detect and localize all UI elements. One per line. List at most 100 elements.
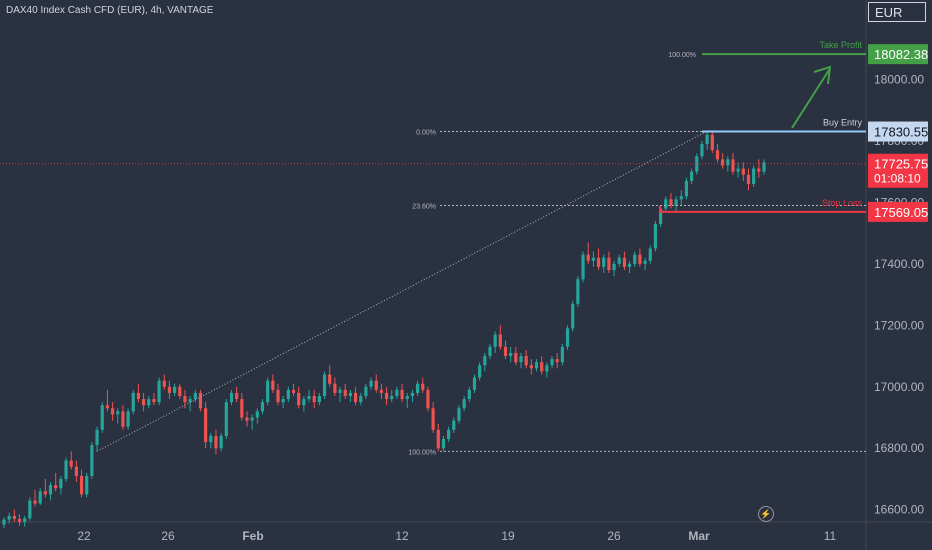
candle-body [658, 208, 663, 224]
candle-body [560, 346, 564, 363]
candle-body [700, 144, 704, 157]
candle-body [229, 392, 234, 403]
candle-body [627, 263, 632, 267]
candle-body [741, 168, 745, 175]
candle-body [757, 168, 761, 172]
candle-body [483, 356, 487, 366]
candle-body [421, 383, 425, 390]
candle-body [586, 254, 590, 261]
candle-body [726, 159, 730, 166]
chart-title: DAX40 Index Cash CFD (EUR), 4h, VANTAGE [6, 5, 214, 16]
candle-body [322, 374, 327, 396]
y-tick-label: 17200.00 [874, 318, 924, 332]
candle-body [95, 429, 99, 446]
buy-entry-badge-value: 17830.55 [874, 125, 928, 140]
take-profit-badge [868, 44, 928, 65]
candle-body [690, 171, 694, 181]
candle-body [110, 408, 115, 415]
fib-level-label: 100.00% [668, 52, 696, 59]
candle-body [353, 392, 358, 403]
candle-body [596, 257, 601, 267]
candle-body [240, 399, 244, 418]
candle-body [69, 460, 73, 467]
candle-body [524, 356, 528, 366]
candle-body [679, 196, 683, 200]
candle-body [209, 435, 213, 443]
fib-level-label: 100.00% [408, 449, 436, 456]
candle-body [565, 328, 570, 347]
candle-body [607, 257, 611, 270]
candle-body [250, 417, 254, 421]
candle-body [302, 399, 306, 406]
candle-body [431, 408, 435, 430]
candle-body [173, 386, 177, 393]
candle-body [312, 396, 316, 403]
candle-body [591, 257, 595, 261]
candle-body [731, 159, 735, 172]
candle-body [126, 411, 130, 427]
candle-body [79, 475, 84, 495]
candle-body [74, 466, 78, 476]
candle-body [224, 402, 228, 436]
candle-body [348, 392, 352, 396]
fib-level-label: 0.00% [416, 130, 436, 137]
candle-body [131, 392, 135, 412]
candle-body [204, 408, 208, 443]
candle-body [85, 475, 89, 495]
candle-body [116, 411, 120, 415]
candle-body [684, 180, 689, 197]
currency-selector[interactable]: EUR [868, 2, 926, 22]
x-tick-label: 22 [77, 529, 91, 543]
candle-body [359, 396, 363, 403]
candle-body [710, 134, 714, 151]
candle-body [674, 199, 678, 206]
candle-body [617, 257, 621, 264]
candle-body [260, 402, 265, 412]
candle-body [493, 334, 497, 347]
candle-body [7, 515, 11, 520]
candle-body [752, 168, 756, 184]
candle-body [286, 389, 290, 400]
candle-body [540, 362, 544, 372]
candle-body [555, 359, 559, 363]
candle-body [333, 383, 337, 393]
candle-body [653, 223, 658, 249]
candle-body [478, 365, 482, 378]
take-profit-label: Take Profit [819, 40, 862, 50]
candle-body [281, 399, 285, 403]
lightning-icon[interactable]: ⚡ [758, 506, 774, 522]
candle-body [436, 429, 440, 449]
candle-body [715, 150, 720, 160]
take-profit-arrow-head [813, 65, 832, 85]
candle-body [705, 134, 709, 144]
candle-body [152, 399, 156, 403]
candle-body [503, 346, 508, 357]
x-tick-label: 11 [824, 529, 837, 543]
candle-body [343, 389, 347, 396]
candle-body [100, 405, 104, 430]
candle-body [633, 254, 637, 264]
candle-body [643, 260, 647, 264]
candle-body [255, 411, 259, 418]
candle-body [198, 392, 203, 409]
candle-body [374, 380, 378, 390]
candle-body [384, 392, 389, 400]
candle-body [669, 199, 673, 206]
fib-level-label: 23.60% [412, 203, 436, 210]
candle-body [545, 365, 549, 372]
candle-body [576, 279, 580, 304]
stop-loss-label: Stop Loss [822, 198, 863, 208]
candle-body [519, 356, 523, 363]
candle-body [33, 500, 37, 504]
current-price-badge-value: 17725.75 [874, 157, 928, 172]
candle-body [369, 380, 373, 387]
current-price-badge [868, 153, 928, 188]
candle-body [514, 352, 518, 363]
candle-body [602, 257, 606, 267]
candle-body [162, 380, 166, 387]
candle-body [2, 519, 6, 525]
candle-body [736, 168, 740, 172]
buy-entry-badge [868, 121, 928, 142]
candle-body [472, 377, 477, 390]
